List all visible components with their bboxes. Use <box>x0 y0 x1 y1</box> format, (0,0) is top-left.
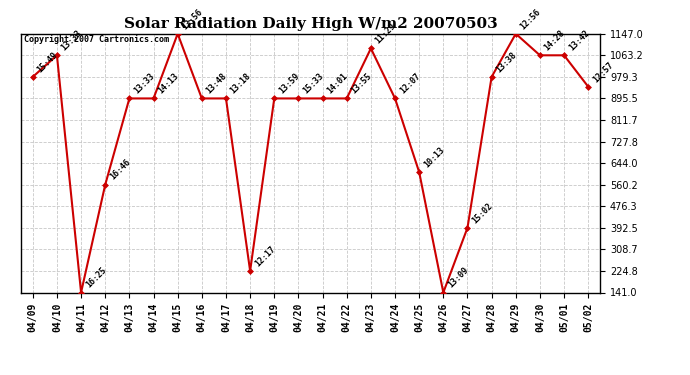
Text: 16:46: 16:46 <box>108 158 132 182</box>
Text: 12:17: 12:17 <box>253 244 277 268</box>
Text: 14:13: 14:13 <box>157 72 180 96</box>
Text: 13:33: 13:33 <box>132 72 156 96</box>
Text: 15:49: 15:49 <box>36 50 59 74</box>
Text: 13:33: 13:33 <box>60 28 83 53</box>
Text: 14:28: 14:28 <box>543 28 566 53</box>
Text: 11:29: 11:29 <box>374 22 397 46</box>
Text: 12:56: 12:56 <box>519 7 542 31</box>
Text: Copyright 2007 Cartronics.com: Copyright 2007 Cartronics.com <box>23 35 168 44</box>
Text: 15:02: 15:02 <box>471 201 494 225</box>
Text: 13:55: 13:55 <box>350 72 373 96</box>
Text: 13:56: 13:56 <box>181 7 204 31</box>
Text: 12:07: 12:07 <box>398 72 422 96</box>
Text: 16:25: 16:25 <box>84 266 108 290</box>
Text: 12:57: 12:57 <box>591 60 615 84</box>
Title: Solar Radiation Daily High W/m2 20070503: Solar Radiation Daily High W/m2 20070503 <box>124 17 497 31</box>
Text: 13:18: 13:18 <box>229 72 253 96</box>
Text: 15:33: 15:33 <box>302 72 325 96</box>
Text: 14:01: 14:01 <box>326 72 349 96</box>
Text: 10:13: 10:13 <box>422 145 446 170</box>
Text: 13:09: 13:09 <box>446 266 470 290</box>
Text: 13:38: 13:38 <box>495 50 518 74</box>
Text: 13:42: 13:42 <box>567 28 591 53</box>
Text: 13:48: 13:48 <box>205 72 228 96</box>
Text: 13:59: 13:59 <box>277 72 301 96</box>
